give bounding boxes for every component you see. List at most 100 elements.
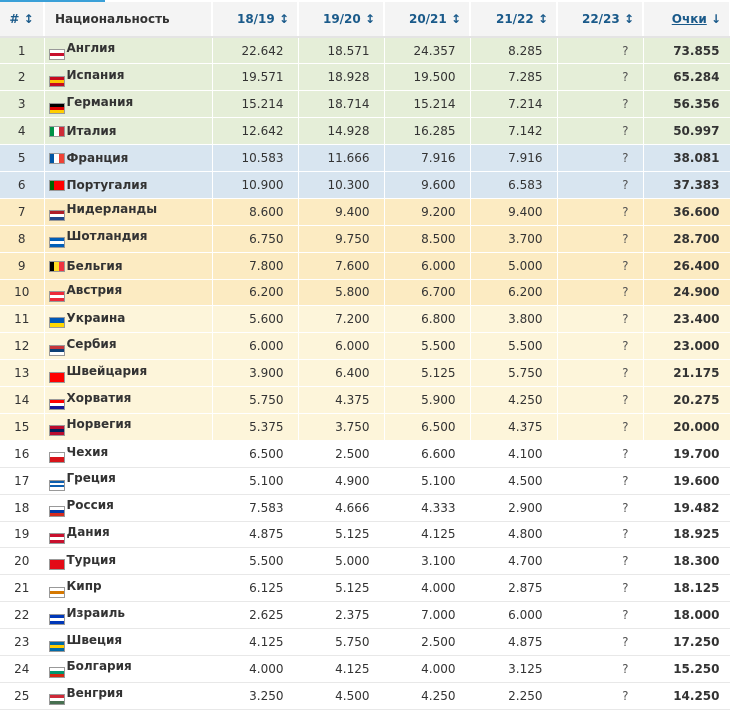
season-value: 5.750 [298,628,385,656]
table-row: 21 Кипр 6.125 5.125 4.000 2.875? 18.125 [0,574,730,603]
country-cell: Германия [44,90,213,119]
table-row: 16 Чехия 6.500 2.500 6.600 4.100? 19.700 [0,440,730,468]
flag-icon [48,451,65,463]
points-value: 23.400 [643,305,730,334]
country-cell: Россия [44,494,213,522]
season-value: 15.214 [212,90,299,119]
rank-cell: 23 [0,628,45,656]
table-row: 23 Швеция 4.125 5.750 2.500 4.875? 17.250 [0,628,730,656]
table-row: 2 Испания 19.571 18.928 19.500 7.285? 65.284 [0,63,730,92]
points-value: 36.600 [643,198,730,226]
country-cell: Кипр [44,574,213,603]
season-value: 7.800 [212,252,299,280]
sort-icon: ↕ [537,12,548,26]
season-value: 4.375 [298,386,385,414]
flag-icon [48,49,65,61]
table-row: 3 Германия 15.214 18.714 15.214 7.214? 56.356 [0,90,730,119]
points-value: 20.275 [643,386,730,414]
country-name: Дания [66,524,110,539]
points-value: 50.997 [643,117,730,146]
points-value: 28.700 [643,225,730,253]
country-cell: Венгрия [44,682,213,710]
rank-cell: 10 [0,279,45,307]
flag-icon [48,694,65,706]
rank-cell: 9 [0,252,45,280]
country-name: Сербия [66,336,117,351]
country-name: Кипр [66,578,102,593]
rank-cell: 5 [0,144,45,172]
season-value: ? [557,144,644,172]
table-row: 9 Бельгия 7.800 7.600 6.000 5.000? 26.400 [0,252,730,280]
points-value: 19.482 [643,494,730,522]
season-value: 2.250 [470,682,558,710]
season-value: 2.500 [298,440,385,468]
season-value: 2.375 [298,601,385,630]
rank-header[interactable]: # ↕ [0,2,45,38]
points-value: 18.000 [643,601,730,630]
season-label: 21/22 [495,12,534,26]
season-value: 4.900 [298,467,385,495]
points-value: 38.081 [643,144,730,172]
season-value: 4.000 [212,655,299,683]
season-value: 5.125 [384,359,471,388]
season-value: 7.200 [298,305,385,334]
season-value: 9.600 [384,171,471,199]
season-header[interactable]: 22/23 ↕ [557,2,644,38]
points-header[interactable]: Очки ↓ [643,2,730,38]
season-value: 9.400 [298,198,385,226]
season-value: 4.333 [384,494,471,522]
season-value: 7.916 [470,144,558,172]
season-value: 4.125 [384,521,471,549]
season-value: 8.285 [470,37,558,65]
nationality-header: Национальность [44,2,213,38]
season-value: 6.800 [384,305,471,334]
active-tab-indicator [0,0,105,2]
country-name: Австрия [66,282,123,297]
flag-icon [48,317,65,329]
season-value: 6.750 [212,225,299,253]
season-value: ? [557,386,644,414]
season-label: 19/20 [322,12,361,26]
season-value: 3.100 [384,547,471,576]
country-name: Франция [66,151,129,165]
season-value: 3.750 [298,413,385,441]
points-value: 18.300 [643,547,730,576]
points-value: 65.284 [643,63,730,92]
points-value: 18.925 [643,521,730,549]
points-value: 73.855 [643,37,730,65]
season-value: 3.700 [470,225,558,253]
country-cell: Испания [44,63,213,92]
table-row: 5 Франция 10.583 11.666 7.916 7.916? 38.081 [0,144,730,172]
season-value: 5.100 [384,467,471,495]
season-value: 7.916 [384,144,471,172]
season-header[interactable]: 21/22 ↕ [470,2,558,38]
points-value: 19.600 [643,467,730,495]
season-value: 4.800 [470,521,558,549]
rank-cell: 1 [0,37,45,65]
country-cell: Италия [44,117,213,146]
country-cell: Хорватия [44,386,213,414]
season-value: 6.600 [384,440,471,468]
season-header[interactable]: 18/19 ↕ [212,2,299,38]
table-row: 6 Португалия 10.900 10.300 9.600 6.583? 37.383 [0,171,730,199]
flag-icon [48,153,65,164]
season-value: ? [557,494,644,522]
rank-cell: 2 [0,63,45,92]
table-row: 13 Швейцария 3.900 6.400 5.125 5.750? 21.175 [0,359,730,388]
season-value: 19.500 [384,63,471,92]
season-header[interactable]: 19/20 ↕ [298,2,385,38]
season-header[interactable]: 20/21 ↕ [384,2,471,38]
season-value: 18.928 [298,63,385,92]
season-value: 5.500 [212,547,299,576]
points-value: 24.900 [643,279,730,307]
season-value: ? [557,440,644,468]
table-row: 20 Турция 5.500 5.000 3.100 4.700? 18.300 [0,547,730,576]
sort-icon: ↕ [364,12,375,26]
points-value: 20.000 [643,413,730,441]
season-value: ? [557,682,644,710]
rank-cell: 25 [0,682,45,710]
points-sort-link[interactable]: Очки [671,12,707,26]
season-value: ? [557,655,644,683]
season-value: 10.900 [212,171,299,199]
country-name: Турция [66,552,117,567]
